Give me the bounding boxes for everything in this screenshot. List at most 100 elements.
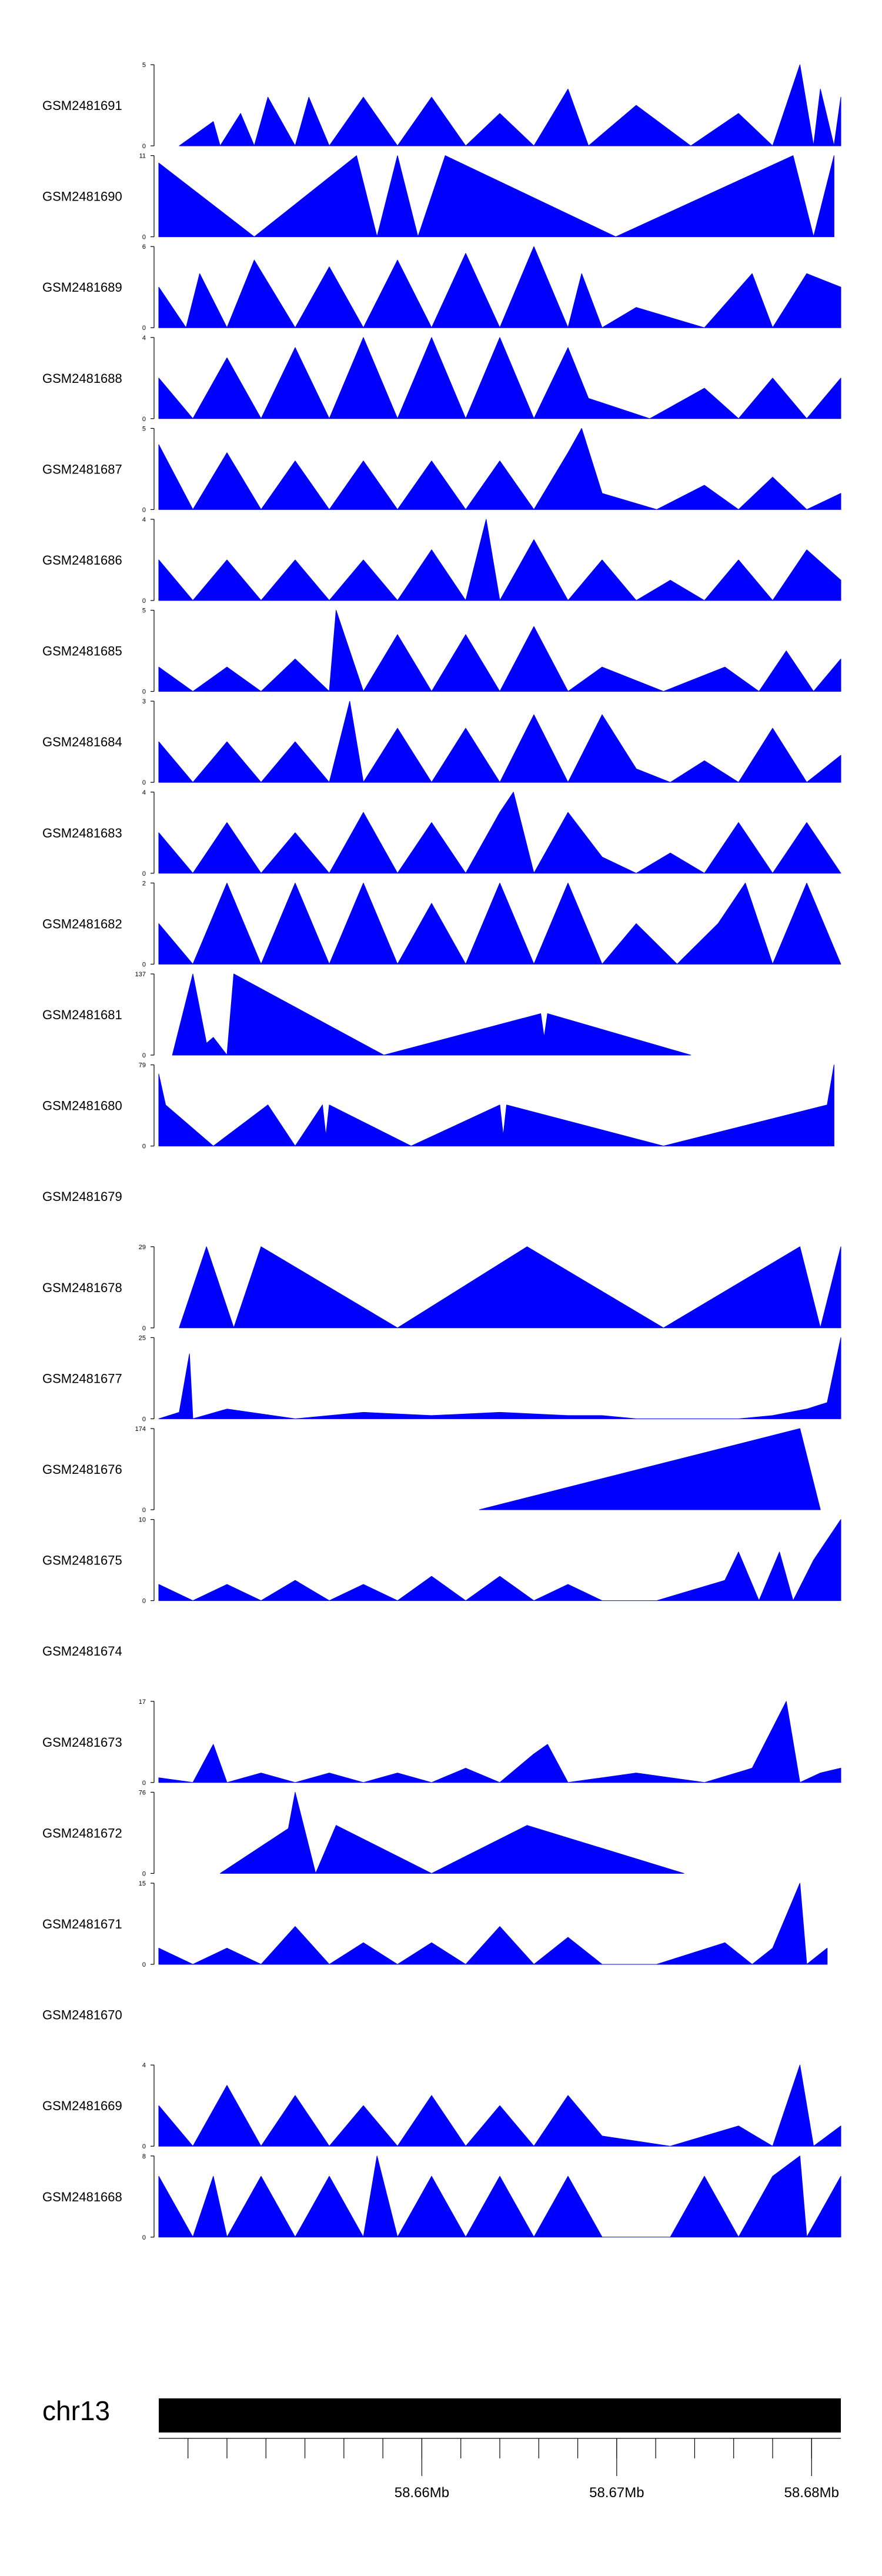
y-tick-label: 0 xyxy=(142,1870,146,1877)
y-tick-label: 3 xyxy=(142,698,146,705)
track-area-series xyxy=(158,2155,841,2238)
track-area-series xyxy=(158,1519,841,1601)
y-tick-label: 76 xyxy=(139,1789,146,1796)
y-tick-label: 0 xyxy=(142,416,146,423)
track-label: GSM2481678 xyxy=(42,1280,122,1295)
y-tick-label: 8 xyxy=(142,2153,146,2160)
y-tick-label: 29 xyxy=(139,1244,146,1251)
y-tick-label: 0 xyxy=(142,1143,146,1150)
track-label: GSM2481687 xyxy=(42,462,122,476)
track-area-series xyxy=(158,2064,841,2147)
track-label: GSM2481681 xyxy=(42,1007,122,1022)
y-tick-label: 0 xyxy=(142,1052,146,1059)
track: GSM2481684 3 0 xyxy=(42,698,841,786)
track: GSM2481676 174 0 xyxy=(42,1426,821,1514)
track-label: GSM2481669 xyxy=(42,2098,122,2113)
data-tracks: GSM248169150GSM2481690110GSM248168960GSM… xyxy=(42,62,841,2241)
chromosome-ideogram-bar xyxy=(159,2398,841,2432)
track-area-series xyxy=(158,155,834,238)
track-label: GSM2481671 xyxy=(42,1917,122,1931)
y-tick-label: 0 xyxy=(142,325,146,332)
track: GSM2481678 29 0 xyxy=(42,1244,841,1332)
track: GSM2481681 137 0 xyxy=(42,971,691,1059)
track: GSM2481669 4 0 xyxy=(42,2062,841,2150)
y-tick-label: 0 xyxy=(142,961,146,968)
y-tick-label: 0 xyxy=(142,143,146,150)
track-area-series xyxy=(158,519,841,601)
track: GSM2481668 8 0 xyxy=(42,2153,841,2241)
y-tick-label: 0 xyxy=(142,1507,146,1514)
track: GSM2481671 15 0 xyxy=(42,1880,828,1968)
genome-tick-label: 58.68Mb xyxy=(784,2485,839,2501)
track-label: GSM2481689 xyxy=(42,280,122,295)
track: GSM2481686 4 0 xyxy=(42,516,841,605)
chromosome-label: chr13 xyxy=(42,2395,110,2426)
track: GSM2481680 79 0 xyxy=(42,1062,834,1150)
track-area-series xyxy=(158,1065,834,1147)
y-tick-label: 137 xyxy=(135,971,146,978)
track: GSM2481682 2 0 xyxy=(42,880,841,968)
y-tick-label: 5 xyxy=(142,425,146,432)
track: GSM2481685 5 0 xyxy=(42,608,841,696)
track: GSM2481679 xyxy=(42,1189,122,1204)
track: GSM2481691 5 0 xyxy=(42,62,841,150)
y-tick-label: 25 xyxy=(139,1334,146,1342)
track-area-series xyxy=(158,700,841,783)
track: GSM2481689 6 0 xyxy=(42,243,841,332)
y-tick-label: 4 xyxy=(142,335,146,342)
y-tick-label: 0 xyxy=(142,1961,146,1968)
track-label: GSM2481685 xyxy=(42,644,122,659)
y-tick-label: 11 xyxy=(139,153,146,160)
track-area-series xyxy=(158,610,841,692)
y-tick-label: 0 xyxy=(142,1416,146,1423)
y-tick-label: 0 xyxy=(142,2143,146,2150)
track-area-series xyxy=(158,1701,841,1783)
genome-axis: chr13 58.66Mb 58.67Mb 58.68Mb xyxy=(42,2395,841,2501)
track: GSM2481675 10 0 xyxy=(42,1517,841,1605)
track: GSM2481672 76 0 xyxy=(42,1789,684,1877)
track-label: GSM2481670 xyxy=(42,2008,122,2023)
y-tick-label: 5 xyxy=(142,62,146,69)
track-label: GSM2481673 xyxy=(42,1735,122,1750)
y-tick-label: 5 xyxy=(142,608,146,615)
y-tick-label: 4 xyxy=(142,789,146,796)
track: GSM2481674 xyxy=(42,1644,122,1659)
track-area-series xyxy=(479,1428,821,1510)
track-label: GSM2481688 xyxy=(42,371,122,386)
y-tick-label: 2 xyxy=(142,880,146,887)
track-label: GSM2481683 xyxy=(42,826,122,840)
track: GSM2481673 17 0 xyxy=(42,1699,841,1787)
y-tick-label: 0 xyxy=(142,2234,146,2241)
track-area-series xyxy=(158,1883,828,1965)
y-tick-label: 4 xyxy=(142,516,146,523)
track-label: GSM2481676 xyxy=(42,1462,122,1477)
y-tick-label: 4 xyxy=(142,2062,146,2069)
y-tick-label: 79 xyxy=(139,1062,146,1069)
track-label: GSM2481675 xyxy=(42,1553,122,1568)
track: GSM2481688 4 0 xyxy=(42,335,841,423)
track-area-series xyxy=(158,1337,841,1419)
y-tick-label: 10 xyxy=(139,1517,146,1524)
track-area-series xyxy=(158,882,841,965)
track-area-series xyxy=(172,973,691,1056)
track-label: GSM2481691 xyxy=(42,98,122,113)
y-tick-label: 0 xyxy=(142,1325,146,1332)
y-tick-label: 0 xyxy=(142,689,146,696)
y-tick-label: 0 xyxy=(142,506,146,513)
track: GSM2481687 5 0 xyxy=(42,425,841,513)
y-tick-label: 15 xyxy=(139,1880,146,1887)
track-label: GSM2481672 xyxy=(42,1826,122,1840)
y-tick-label: 0 xyxy=(142,870,146,877)
y-tick-label: 17 xyxy=(139,1699,146,1706)
track-label: GSM2481674 xyxy=(42,1644,122,1659)
track-label: GSM2481677 xyxy=(42,1371,122,1386)
track-area-series xyxy=(158,337,841,419)
genome-ticks: 58.66Mb 58.67Mb 58.68Mb xyxy=(188,2438,839,2501)
genome-tick-label: 58.67Mb xyxy=(589,2485,644,2501)
track-label: GSM2481680 xyxy=(42,1099,122,1113)
y-tick-label: 0 xyxy=(142,779,146,786)
track-label: GSM2481668 xyxy=(42,2190,122,2204)
track-area-series xyxy=(158,428,841,510)
track-area-series xyxy=(158,246,841,328)
